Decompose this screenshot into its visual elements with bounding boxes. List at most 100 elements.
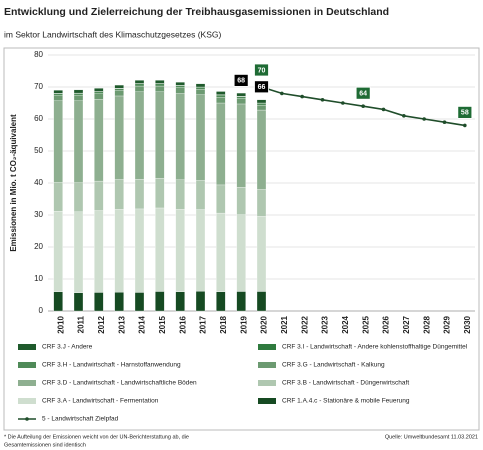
legend-swatch [25, 417, 29, 421]
legend-swatch [258, 362, 276, 368]
bar-segment [256, 103, 267, 106]
x-tick-label: 2028 [422, 315, 431, 333]
bar-segment [94, 93, 104, 100]
bar-segment [195, 83, 206, 88]
bar-segment [195, 87, 206, 90]
x-tick-label: 2016 [178, 315, 187, 333]
legend-swatch [258, 398, 276, 404]
bar-segment [155, 91, 165, 179]
legend-label: CRF 3.H - Landwirtschaft - Harnstoffanwe… [42, 362, 181, 369]
bar-segment [134, 179, 145, 210]
y-tick-label: 30 [34, 210, 43, 219]
legend-swatch [258, 380, 276, 386]
bar-segment [216, 212, 226, 292]
bar-segment [155, 83, 165, 87]
legend-swatch [18, 398, 36, 404]
bar-segment [53, 291, 63, 312]
bar-segment [53, 100, 63, 183]
bar-segment [175, 82, 185, 86]
line-point [341, 101, 345, 105]
bar-segment [114, 84, 124, 89]
bar-segment [94, 88, 104, 92]
legend-swatch [18, 344, 36, 350]
bar-segment [155, 207, 165, 292]
x-tick-label: 2021 [280, 315, 289, 333]
x-tick-label: 2027 [402, 315, 411, 333]
legend-label: CRF 3.I - Landwirtschaft - Andere kohlen… [282, 344, 468, 351]
y-tick-label: 20 [34, 242, 43, 251]
legend-swatch [18, 380, 36, 386]
y-tick-label: 0 [39, 306, 44, 315]
bar-segment [134, 80, 145, 84]
legend-label: 5 - Landwirtschaft Zielpfad [42, 416, 119, 423]
bar-segment [134, 292, 145, 312]
bar-segment [175, 93, 185, 180]
bar-segment [134, 85, 145, 92]
source: Quelle: Umweltbundesamt 11.03.2021 [385, 434, 478, 440]
legend-label: CRF 3.A - Landwirtschaft - Fermentation [42, 398, 159, 405]
bar-segment [236, 96, 246, 99]
bar-segment [94, 180, 104, 211]
bar-segment [94, 91, 104, 94]
legend-label: CRF 3.J - Andere [42, 344, 93, 351]
legend-label: CRF 3.B - Landwirtschaft - Düngerwirtsch… [282, 380, 409, 387]
annotation-box [355, 86, 371, 100]
x-tick-label: 2029 [443, 315, 452, 333]
x-tick-label: 2025 [361, 315, 370, 333]
bar-segment [155, 85, 165, 92]
annotation-label: 70 [258, 67, 266, 74]
bar-segment [114, 209, 124, 293]
x-tick-label: 2030 [463, 315, 472, 333]
bar-segment [256, 109, 267, 190]
bar-segment [256, 99, 267, 104]
y-tick-label: 50 [34, 146, 43, 155]
y-tick-label: 60 [34, 114, 43, 123]
bar-segment [134, 83, 145, 87]
line-point [381, 107, 386, 112]
bar-segment [73, 211, 84, 293]
line-point [402, 114, 406, 118]
x-tick-label: 2011 [77, 315, 86, 333]
bar-segment [236, 187, 246, 215]
annotation-box [457, 106, 473, 119]
x-tick-label: 2019 [239, 315, 248, 333]
annotation-box [233, 74, 249, 87]
footnote: * Die Aufteilung der Emissionen weicht v… [4, 434, 189, 440]
bar-segment [236, 291, 246, 312]
annotation-label: 68 [237, 78, 245, 85]
x-tick-label: 2018 [219, 315, 228, 333]
x-tick-label: 2014 [138, 315, 147, 333]
bar-segment [216, 291, 226, 312]
x-tick-label: 2015 [158, 315, 167, 333]
bar-segment [73, 100, 84, 183]
y-axis-label: Emissionen in Mio. t CO₂-äquivalent [9, 114, 18, 252]
bar-segment [256, 189, 267, 217]
y-tick-label: 40 [34, 178, 43, 187]
bar-segment [195, 89, 206, 95]
bar-segment [195, 291, 206, 312]
footnote: Gesamtemissionen sind identisch [4, 442, 86, 448]
x-tick-label: 2022 [300, 315, 309, 333]
x-tick-label: 2024 [341, 315, 350, 333]
bar-segment [94, 99, 104, 182]
bar-segment [256, 216, 267, 292]
bar-segment [94, 292, 104, 312]
x-tick-label: 2020 [260, 315, 269, 333]
bar-segment [256, 105, 267, 111]
chart-frame [3, 47, 480, 431]
bar-segment [53, 95, 63, 101]
y-tick-label: 10 [34, 274, 43, 283]
bar-segment [53, 211, 63, 292]
bar-segment [195, 180, 206, 210]
line-point [422, 117, 426, 121]
bar-segment [155, 80, 165, 84]
bar-segment [236, 98, 246, 105]
bar-segment [216, 97, 226, 104]
bar-segment [256, 291, 267, 312]
bar-segment [216, 102, 226, 186]
bar-segment [175, 87, 185, 94]
bar-segment [175, 179, 185, 210]
bar-segment [73, 95, 84, 101]
y-tick-label: 70 [34, 82, 43, 91]
